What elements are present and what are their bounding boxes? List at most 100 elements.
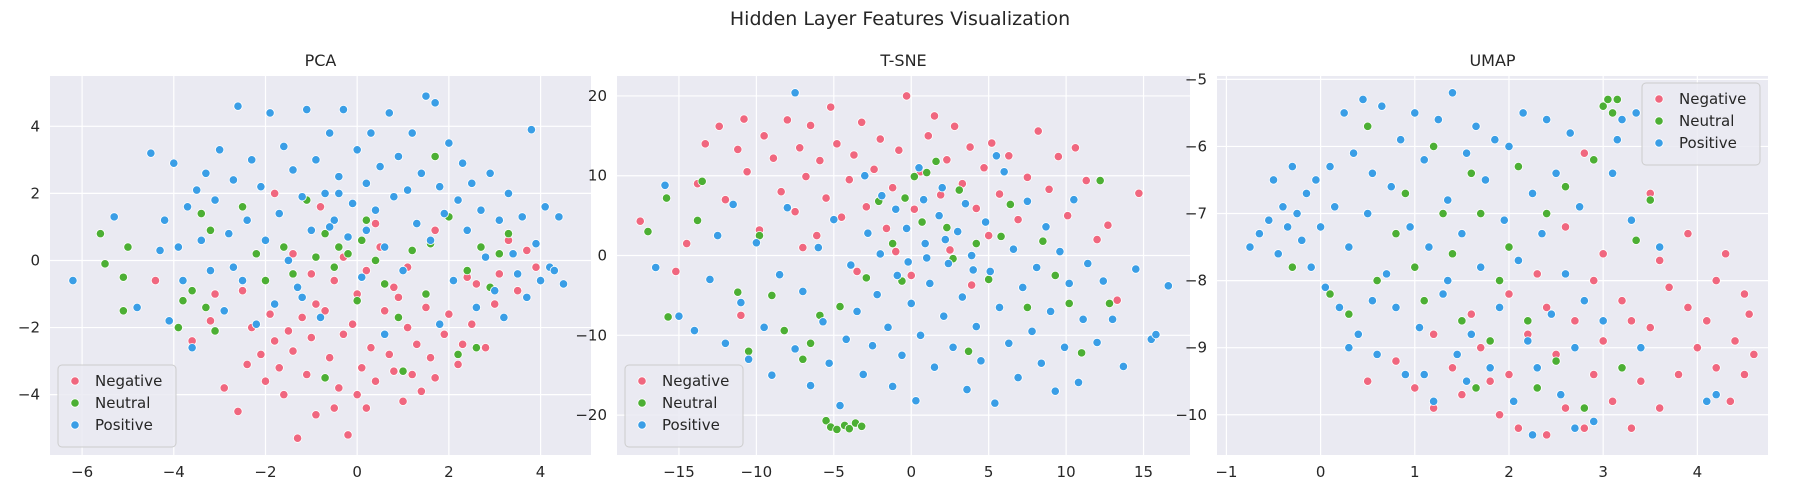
- data-point-positive: [508, 249, 518, 259]
- legend-marker-positive: [1654, 138, 1664, 148]
- legend-marker-negative: [1654, 94, 1664, 104]
- data-point-positive: [503, 188, 514, 198]
- data-point-positive: [1527, 430, 1538, 440]
- data-point-positive: [1292, 208, 1302, 219]
- data-point-negative: [1494, 410, 1505, 420]
- data-point-neutral: [421, 289, 431, 299]
- data-point-positive: [925, 278, 935, 289]
- data-point-positive: [1268, 175, 1279, 185]
- data-point-positive: [435, 319, 445, 329]
- data-point-neutral: [187, 286, 197, 296]
- data-point-positive: [1617, 115, 1627, 125]
- panel-title: UMAP: [1469, 51, 1515, 70]
- data-point-positive: [1353, 329, 1363, 339]
- data-point-positive: [160, 215, 170, 225]
- data-point-positive: [1518, 108, 1528, 118]
- data-point-negative: [832, 139, 842, 149]
- data-point-negative: [971, 203, 981, 214]
- data-point-positive: [1598, 316, 1608, 326]
- data-point-positive: [903, 257, 913, 267]
- data-point-positive: [173, 242, 183, 252]
- data-point-positive: [985, 266, 995, 277]
- data-point-negative: [325, 353, 335, 363]
- x-tick-label: 10: [1057, 463, 1076, 481]
- data-point-positive: [1410, 108, 1420, 118]
- data-point-positive: [994, 302, 1005, 312]
- data-point-positive: [798, 286, 808, 297]
- data-point-positive: [1523, 336, 1533, 346]
- data-point-positive: [1278, 202, 1288, 212]
- data-point-neutral: [643, 226, 653, 237]
- x-tick-label: −2: [254, 463, 276, 481]
- data-point-negative: [412, 339, 422, 349]
- data-point-positive: [306, 225, 316, 235]
- data-point-positive: [1073, 377, 1084, 387]
- data-point-neutral: [844, 424, 854, 434]
- data-point-positive: [1461, 376, 1472, 386]
- data-point-positive: [892, 270, 902, 281]
- data-point-positive: [178, 275, 188, 286]
- data-point-positive: [911, 396, 921, 406]
- data-point-positive: [1306, 262, 1316, 272]
- data-point-positive: [1273, 249, 1283, 259]
- data-point-neutral: [1457, 316, 1467, 326]
- data-point-positive: [1419, 155, 1429, 165]
- data-point-positive: [370, 205, 381, 215]
- data-point-negative: [720, 195, 731, 205]
- data-point-neutral: [178, 296, 188, 306]
- x-tick-label: −6: [71, 463, 93, 481]
- legend: Negative Neutral Positive: [57, 364, 177, 448]
- data-point-neutral: [118, 306, 128, 316]
- data-point-positive: [818, 317, 828, 327]
- data-point-positive: [1504, 141, 1514, 152]
- data-point-negative: [909, 204, 919, 214]
- data-point-positive: [967, 250, 977, 261]
- data-point-neutral: [343, 249, 353, 259]
- data-point-negative: [1655, 255, 1665, 266]
- data-point-positive: [1655, 242, 1665, 252]
- data-point-positive: [1325, 161, 1335, 172]
- data-point-neutral: [201, 302, 211, 313]
- data-point-negative: [945, 245, 955, 255]
- data-point-positive: [919, 195, 929, 205]
- data-point-positive: [1059, 342, 1070, 352]
- data-point-negative: [1626, 316, 1637, 326]
- data-point-positive: [1461, 148, 1472, 158]
- data-point-positive: [713, 230, 723, 241]
- data-point-positive: [389, 192, 399, 202]
- data-point-positive: [1631, 108, 1641, 118]
- data-point-negative: [1134, 188, 1144, 198]
- data-point-positive: [872, 290, 882, 300]
- data-point-positive: [1589, 416, 1599, 427]
- data-point-positive: [242, 215, 252, 225]
- data-point-negative: [1664, 282, 1674, 292]
- data-point-positive: [251, 319, 261, 329]
- data-point-neutral: [1005, 199, 1015, 210]
- data-point-neutral: [1438, 208, 1448, 219]
- data-point-negative: [950, 121, 960, 131]
- data-point-negative: [1429, 329, 1439, 339]
- x-tick-label: −10: [741, 463, 773, 481]
- data-point-positive: [1570, 423, 1580, 433]
- data-point-positive: [744, 354, 754, 364]
- data-point-neutral: [471, 343, 481, 353]
- data-point-neutral: [954, 185, 964, 195]
- data-point-positive: [1069, 195, 1079, 205]
- data-point-negative: [1589, 369, 1599, 380]
- y-tick-label: −2: [18, 319, 40, 337]
- data-point-positive: [888, 381, 898, 391]
- data-point-positive: [329, 215, 339, 225]
- data-point-neutral: [370, 255, 381, 266]
- x-tick-label: 4: [1693, 463, 1703, 481]
- data-point-positive: [1386, 182, 1396, 192]
- data-point-positive: [196, 235, 206, 245]
- data-point-positive: [1348, 148, 1359, 158]
- data-point-positive: [1542, 115, 1552, 125]
- data-point-positive: [1118, 361, 1129, 372]
- data-point-neutral: [1104, 298, 1115, 308]
- data-point-positive: [1513, 255, 1524, 266]
- data-point-positive: [1381, 269, 1392, 279]
- data-point-neutral: [922, 167, 932, 178]
